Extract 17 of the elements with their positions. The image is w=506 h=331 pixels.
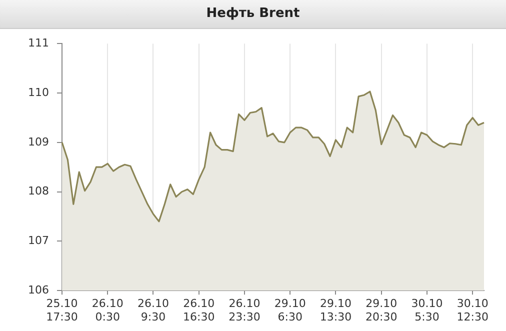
y-tick-label: 111 xyxy=(28,36,49,50)
x-tick-label: 29.10 13:30 xyxy=(320,297,352,324)
x-tick-label: 26.10 0:30 xyxy=(92,297,124,324)
x-tick-label: 26.10 16:30 xyxy=(183,297,215,324)
y-tick-label: 110 xyxy=(28,86,49,99)
x-tick-label: 30.10 12:30 xyxy=(456,297,488,324)
y-tick-label: 106 xyxy=(28,283,49,296)
x-tick-label: 29.10 20:30 xyxy=(366,297,398,324)
y-tick-label: 108 xyxy=(28,184,49,198)
chart-title: Нефть Brent xyxy=(0,0,506,29)
y-tick-label: 107 xyxy=(28,234,49,248)
x-tick-label: 30.10 5:30 xyxy=(411,297,443,324)
x-tick-label: 25.10 17:30 xyxy=(46,297,78,324)
x-tick-label: 29.10 6:30 xyxy=(274,297,306,324)
x-tick-label: 26.10 23:30 xyxy=(228,297,260,324)
x-tick-label: 26.10 9:30 xyxy=(137,297,169,324)
y-tick-label: 109 xyxy=(28,135,49,148)
